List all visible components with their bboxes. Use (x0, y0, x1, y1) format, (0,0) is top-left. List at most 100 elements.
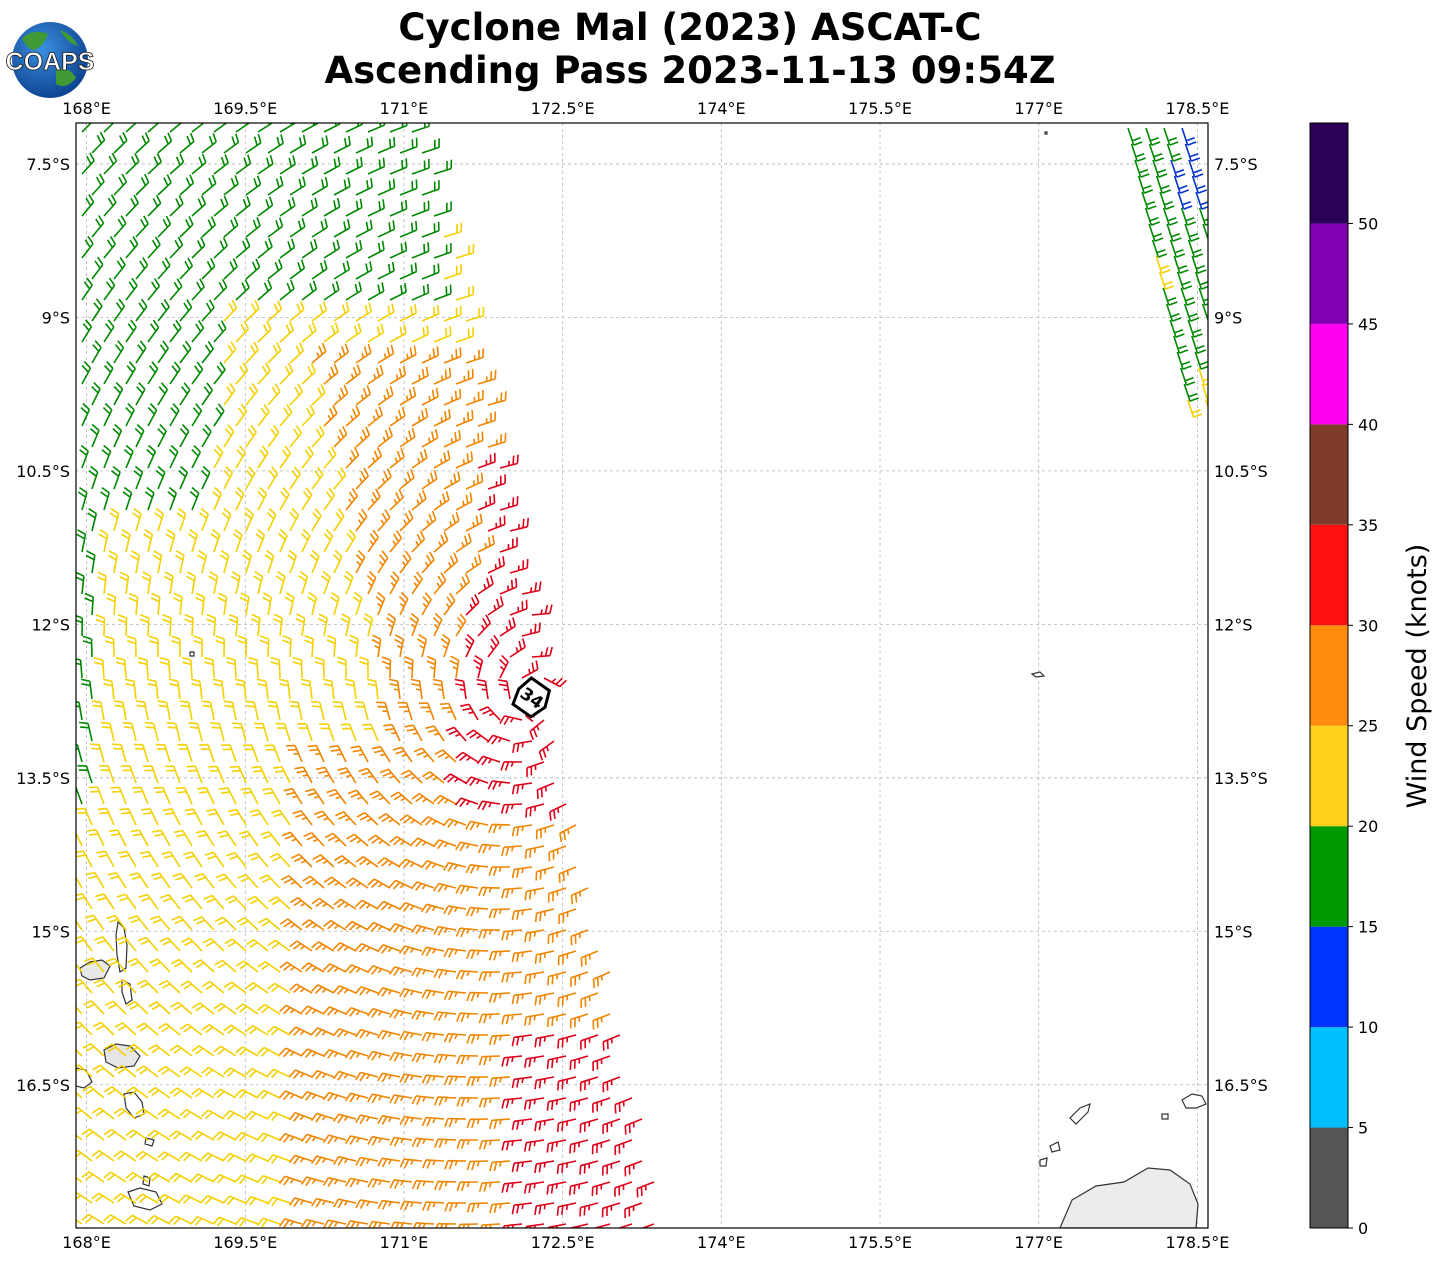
wind-barb (556, 1202, 577, 1216)
wind-barb (266, 507, 277, 532)
wind-barb (487, 432, 507, 448)
wind-barb (169, 1087, 193, 1099)
wind-barb (488, 823, 511, 834)
wind-barb (310, 1112, 335, 1123)
wind-barb (101, 444, 112, 469)
wind-barb (410, 678, 423, 700)
wind-barb (169, 361, 181, 385)
wind-barb (350, 745, 369, 763)
wind-barb (579, 1202, 599, 1217)
wind-barb (455, 841, 479, 852)
wind-barb (421, 816, 445, 826)
wind-barb (1163, 127, 1179, 146)
wind-barb (332, 1027, 357, 1038)
wind-barb (534, 1034, 555, 1048)
wind-barb (172, 592, 183, 616)
wind-barb (389, 365, 407, 385)
wind-barb (310, 1155, 335, 1166)
wind-barb (257, 196, 274, 217)
wind-barb (96, 850, 115, 868)
wind-barb (333, 898, 357, 910)
wind-barb (245, 982, 269, 994)
wind-barb (191, 361, 204, 385)
wind-barb (1127, 127, 1143, 146)
wind-barb (152, 550, 163, 574)
wind-barb (389, 406, 406, 427)
wind-barb (367, 406, 383, 427)
wind-barb (465, 431, 484, 448)
wind-barb (499, 537, 518, 553)
wind-barb (256, 1132, 281, 1143)
wind-barb (301, 919, 325, 931)
wind-barb (135, 298, 148, 322)
wind-barb (186, 571, 196, 595)
wind-barb (120, 529, 131, 553)
wind-barb (444, 1117, 467, 1128)
lat-label-right: 13.5°S (1214, 769, 1268, 788)
wind-barb (169, 403, 180, 427)
wind-barb (92, 1064, 115, 1078)
wind-barb (133, 743, 149, 763)
wind-barb (399, 988, 423, 999)
wind-barb (190, 678, 203, 700)
wind-barb (125, 361, 136, 385)
wind-barb (640, 1223, 655, 1228)
wind-barb (234, 678, 247, 700)
wind-barb (333, 1155, 357, 1166)
wind-barb (113, 215, 127, 238)
wind-barb (534, 1076, 555, 1090)
wind-barb (135, 257, 149, 280)
island-rotuma (1030, 671, 1046, 678)
wind-barb (91, 173, 105, 196)
wind-barb (345, 920, 369, 931)
wind-barb (113, 340, 125, 364)
wind-barb (433, 243, 452, 259)
wind-barb (322, 1091, 347, 1102)
wind-barb (444, 1159, 467, 1170)
wind-barb (279, 1004, 303, 1015)
wind-barb (136, 979, 159, 994)
wind-barb (195, 829, 215, 847)
wind-barb (278, 1132, 303, 1143)
wind-barb (425, 725, 445, 742)
wind-barb (547, 1223, 567, 1228)
wind-barb (300, 678, 313, 700)
wind-barb (399, 427, 416, 448)
wind-barb (245, 217, 261, 238)
wind-barb (454, 678, 467, 700)
wind-barb (1155, 255, 1171, 274)
wind-barb (235, 1088, 259, 1099)
wind-barb (135, 1193, 159, 1204)
wind-barb (199, 744, 215, 763)
wind-barb (201, 700, 215, 721)
wind-barb (421, 221, 440, 238)
wind-barb (250, 613, 261, 637)
wind-barb (534, 1160, 555, 1174)
wind-barb (217, 830, 237, 847)
wind-barb (76, 919, 83, 931)
wind-barb (569, 1139, 589, 1154)
wind-barb (389, 199, 408, 217)
colorbar-bin (1310, 725, 1348, 827)
wind-barb (147, 194, 162, 217)
island-vanuatu-8 (127, 1187, 163, 1211)
wind-barb (333, 1198, 357, 1209)
wind-barb (399, 345, 417, 364)
wind-barb (323, 156, 341, 175)
wind-barb (332, 985, 357, 995)
wind-barb (194, 873, 215, 889)
wind-barb (410, 837, 435, 848)
wind-barb (367, 529, 380, 553)
wind-barb (379, 768, 401, 784)
wind-barb (433, 925, 457, 936)
wind-barb (355, 1114, 379, 1125)
wind-barb (546, 1013, 567, 1028)
wind-barb (191, 153, 207, 175)
wind-barb (546, 1139, 567, 1153)
wind-barb (389, 123, 408, 133)
wind-barb (455, 285, 475, 301)
lon-label-bottom: 168°E (62, 1233, 111, 1252)
wind-barb (1198, 367, 1208, 386)
wind-barb (135, 382, 146, 406)
wind-barb (223, 700, 237, 721)
